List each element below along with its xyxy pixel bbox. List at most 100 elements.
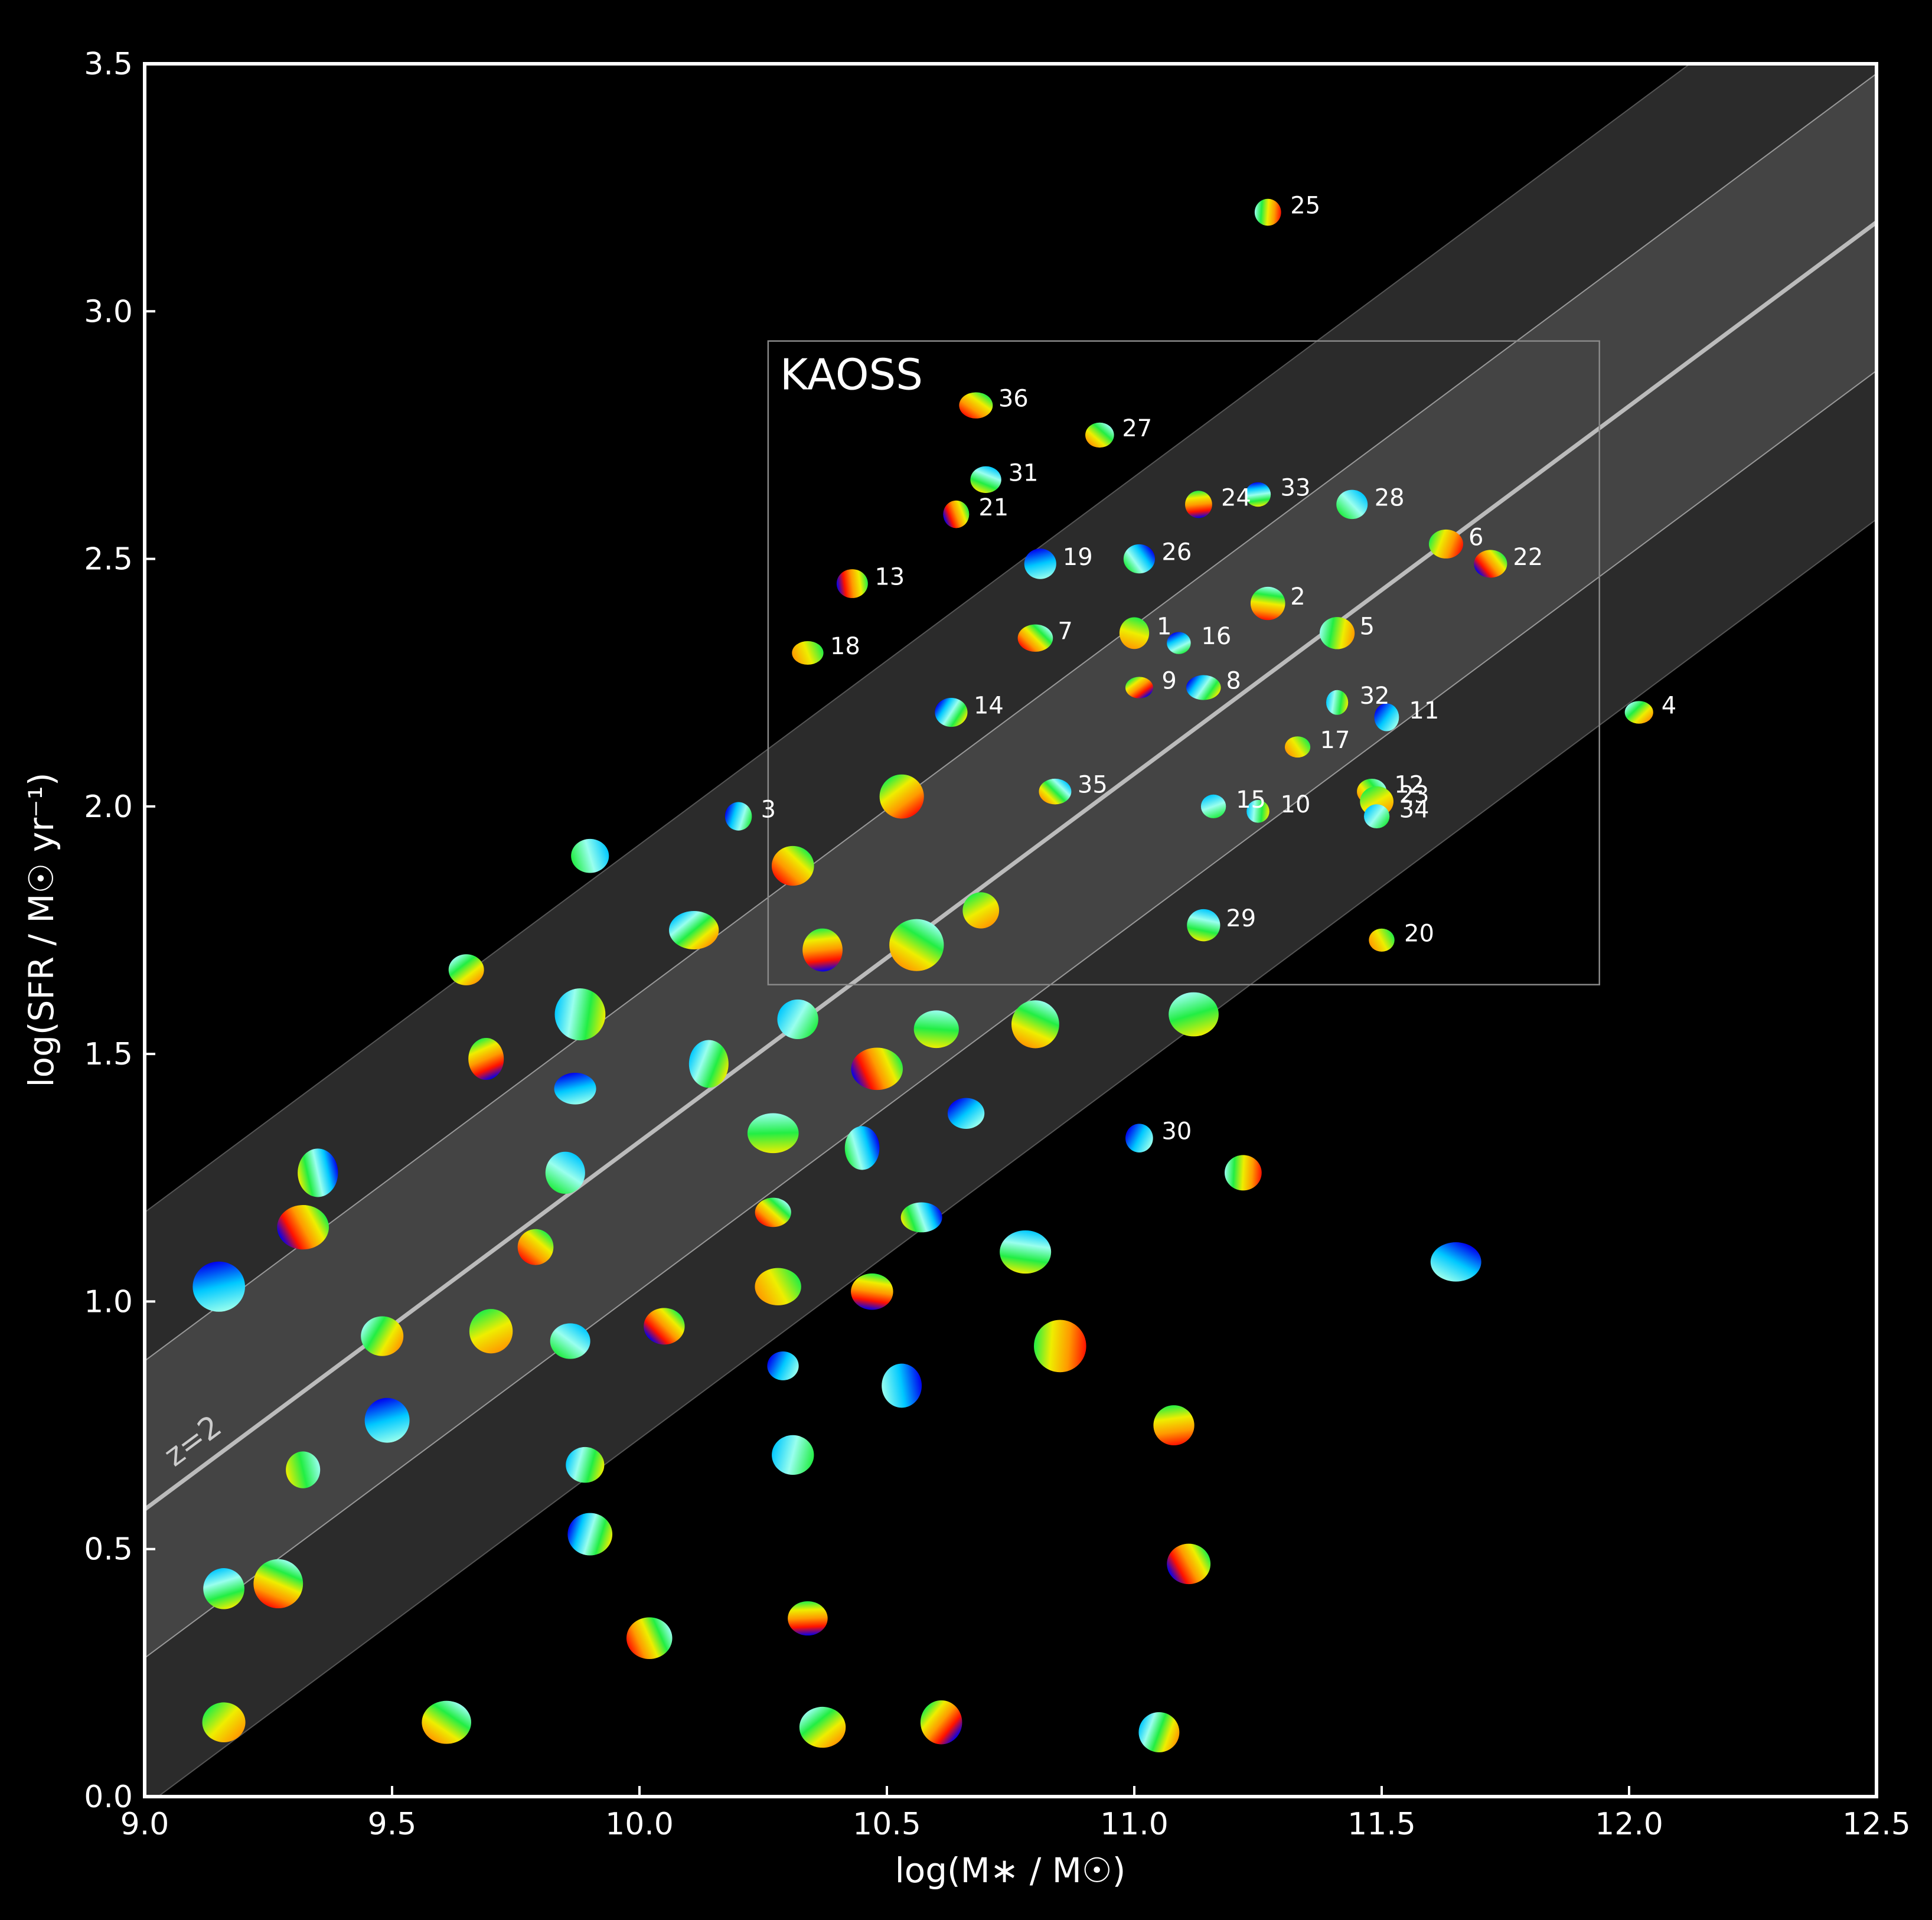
galaxy-label-2: 2: [1290, 583, 1305, 610]
galaxy-marker: [1011, 1000, 1059, 1049]
galaxy-label-33: 33: [1281, 475, 1311, 502]
plot-frame: [143, 62, 1878, 1798]
galaxy-marker: [554, 1073, 596, 1105]
galaxy-marker: [1000, 1230, 1052, 1274]
galaxy-marker: [253, 1559, 303, 1609]
galaxy-label-31: 31: [1009, 459, 1039, 486]
galaxy-marker: [448, 954, 484, 985]
galaxy-marker: [755, 1268, 801, 1305]
galaxy-marker: [851, 1273, 893, 1310]
galaxy-marker: [851, 1047, 903, 1090]
galaxy-marker-16: [1167, 632, 1191, 654]
x-tick-label: 9.0: [120, 1807, 169, 1842]
galaxy-marker-17: [1284, 736, 1311, 758]
galaxy-label-28: 28: [1375, 484, 1405, 511]
galaxy-label-18: 18: [830, 633, 860, 660]
main-sequence-bands: z=2: [145, 64, 1876, 1797]
galaxy-marker-25: [1254, 198, 1281, 226]
galaxy-marker-5: [1319, 617, 1355, 649]
galaxy-marker-9: [1125, 677, 1153, 698]
galaxy-marker: [192, 1261, 246, 1312]
kaoss-region: KAOSS: [767, 340, 1600, 985]
galaxy-marker: [566, 1446, 605, 1483]
x-tick-label: 11.0: [1100, 1807, 1169, 1842]
galaxy-marker-4: [1624, 701, 1653, 724]
y-tick-label: 3.0: [84, 294, 133, 329]
galaxy-marker: [571, 838, 609, 873]
galaxy-marker-7: [1017, 624, 1053, 652]
galaxy-marker-28: [1336, 489, 1368, 520]
galaxy-marker: [644, 1308, 685, 1345]
galaxy-label-36: 36: [998, 386, 1029, 413]
kaoss-box: [767, 340, 1600, 985]
galaxy-marker: [203, 1568, 244, 1609]
galaxy-marker-34: [1363, 804, 1390, 829]
galaxy-marker: [1225, 1155, 1262, 1191]
kaoss-label: KAOSS: [780, 350, 923, 400]
galaxy-marker-31: [970, 466, 1001, 494]
galaxy-label-13: 13: [874, 564, 905, 591]
galaxy-marker: [422, 1700, 472, 1744]
galaxy-label-14: 14: [974, 693, 1004, 720]
galaxy-marker: [900, 1202, 942, 1233]
galaxy-marker: [286, 1451, 321, 1488]
galaxy-marker: [962, 892, 1000, 929]
galaxy-label-8: 8: [1226, 668, 1241, 695]
galaxy-marker: [767, 1351, 799, 1380]
galaxy-marker: [913, 1010, 959, 1049]
galaxy-label-7: 7: [1058, 618, 1072, 645]
galaxy-marker-26: [1123, 544, 1155, 574]
galaxy-marker-32: [1326, 690, 1349, 715]
galaxy-marker-6: [1428, 529, 1463, 559]
galaxy-label-34: 34: [1399, 796, 1430, 824]
galaxy-marker-29: [1187, 909, 1220, 942]
x-tick-label: 10.5: [853, 1807, 921, 1842]
y-tick-label: 1.5: [84, 1037, 133, 1072]
galaxy-label-1: 1: [1157, 613, 1171, 640]
galaxy-label-22: 22: [1513, 544, 1543, 571]
galaxy-marker: [669, 911, 719, 949]
galaxy-marker-21: [943, 500, 970, 528]
galaxy-marker: [844, 1126, 880, 1170]
galaxy-marker: [882, 1363, 922, 1408]
galaxy-marker-33: [1245, 482, 1271, 507]
x-tick-label: 9.5: [368, 1807, 417, 1842]
galaxy-marker: [554, 988, 606, 1041]
y-tick-label: 0.5: [84, 1532, 133, 1568]
galaxy-marker: [1138, 1712, 1180, 1753]
galaxy-label-6: 6: [1468, 524, 1483, 551]
x-tick-label: 12.0: [1595, 1807, 1663, 1842]
galaxy-marker-1: [1119, 617, 1150, 649]
galaxy-marker: [920, 1700, 962, 1745]
galaxy-label-35: 35: [1078, 772, 1108, 799]
galaxy-label-17: 17: [1320, 727, 1350, 754]
galaxy-label-9: 9: [1161, 668, 1176, 695]
galaxy-label-25: 25: [1290, 192, 1320, 220]
galaxy-marker: [1167, 1543, 1211, 1585]
galaxy-marker: [777, 999, 818, 1039]
galaxy-marker-20: [1369, 928, 1395, 952]
y-tick-label: 2.5: [84, 542, 133, 577]
galaxy-label-10: 10: [1281, 791, 1311, 818]
galaxy-marker-15: [1200, 794, 1226, 818]
galaxy-marker-2: [1250, 586, 1285, 621]
galaxy-marker: [626, 1617, 673, 1660]
y-tick-label: 3.5: [84, 47, 133, 82]
galaxy-marker-19: [1024, 548, 1056, 579]
galaxy-marker: [879, 774, 924, 819]
galaxy-marker-24: [1185, 491, 1212, 518]
galaxy-markers: [192, 198, 1653, 1753]
galaxy-marker-13: [836, 569, 868, 598]
galaxy-marker-30: [1125, 1124, 1153, 1153]
galaxy-marker: [202, 1702, 246, 1743]
galaxy-label-15: 15: [1236, 786, 1266, 814]
galaxy-marker: [688, 1040, 729, 1088]
galaxy-marker-35: [1039, 778, 1072, 805]
galaxy-marker: [1034, 1320, 1086, 1373]
galaxy-marker: [799, 1706, 846, 1748]
galaxy-label-20: 20: [1404, 920, 1434, 947]
galaxy-labels: 1234567891011121314151617181920212223242…: [761, 192, 1677, 1145]
galaxy-label-29: 29: [1226, 905, 1256, 932]
main-sequence-line: [145, 220, 1876, 1511]
